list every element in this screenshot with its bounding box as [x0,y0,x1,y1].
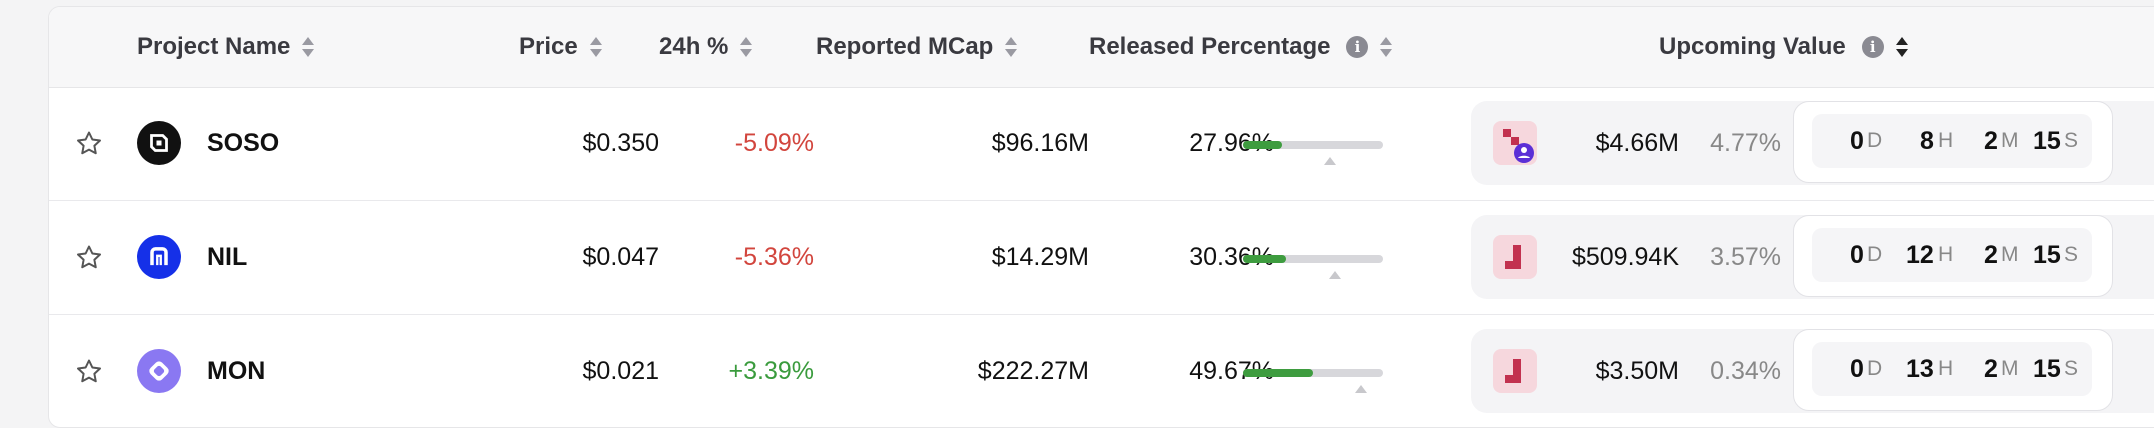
upcoming-value: $3.50M [1595,356,1679,385]
countdown-timer: 0 D 13 H 2 M 15 S [1793,329,2113,411]
unlock-marker-icon [1355,385,1367,393]
column-project-name[interactable]: Project Name [137,7,315,87]
column-label: Upcoming Value [1659,33,1846,60]
reported-mcap: $14.29M [991,243,1089,271]
table-row[interactable]: MON $0.021 +3.39% $222.27M 49.67% $3.50M… [49,315,2154,427]
sort-icon[interactable] [1005,35,1018,59]
days-unit: D [1867,243,1883,266]
upcoming-value: $509.94K [1571,242,1679,271]
info-icon[interactable]: i [1861,36,1884,58]
seconds-unit: S [2064,129,2079,152]
column-label: Price [519,33,578,60]
upcoming-percentage: 4.77% [1710,128,1781,157]
countdown-hours: 13 [1906,354,1934,383]
countdown-seconds: 15 [2033,126,2061,155]
change-24h: +3.39% [728,357,815,385]
mon-logo-icon [137,349,181,393]
column-label: Reported MCap [816,33,994,60]
column-label: Released Percentage [1089,33,1331,60]
progress-fill [1243,255,1286,263]
countdown-minutes: 2 [1984,126,1998,155]
soso-logo-icon [137,121,181,165]
star-icon[interactable] [63,201,115,314]
minutes-unit: M [2001,129,2019,152]
days-unit: D [1867,129,1883,152]
sort-active-icon[interactable] [1895,35,1908,59]
countdown-days: 0 [1850,126,1864,155]
unlock-category-icon [1493,349,1537,393]
hours-unit: H [1938,357,1954,380]
unlock-table: Project Name Price 24h % Reported MCap R… [48,6,2154,428]
countdown-seconds: 15 [2033,240,2061,269]
seconds-unit: S [2064,357,2079,380]
countdown-hours: 8 [1920,126,1934,155]
change-24h: -5.36% [734,243,814,271]
released-progress-bar [1243,141,1383,149]
price: $0.047 [582,243,659,271]
column-price[interactable]: Price [519,7,602,87]
unlock-marker-icon [1329,271,1341,279]
unlock-marker-icon [1324,157,1336,165]
sort-icon[interactable] [1380,35,1393,59]
upcoming-value: $4.66M [1595,128,1679,157]
price: $0.021 [582,357,659,385]
hours-unit: H [1938,243,1954,266]
star-icon[interactable] [63,87,115,200]
hours-unit: H [1938,129,1954,152]
upcoming-percentage: 0.34% [1710,356,1781,385]
countdown-days: 0 [1850,354,1864,383]
days-unit: D [1867,357,1883,380]
star-icon[interactable] [63,315,115,427]
column-released-percentage[interactable]: Released Percentage i [1089,7,1393,87]
unlock-category-icon [1493,235,1537,279]
project-name[interactable]: NIL [207,243,248,271]
table-row[interactable]: NIL $0.047 -5.36% $14.29M 30.36% $509.94… [49,201,2154,315]
unlock-category-icon [1493,121,1537,165]
released-progress-bar [1243,255,1383,263]
sort-icon[interactable] [740,35,753,59]
table-row[interactable]: SOSO $0.350 -5.09% $96.16M 27.96% $4.66M… [49,87,2154,201]
nil-logo-icon [137,235,181,279]
info-icon[interactable]: i [1346,36,1369,58]
countdown-minutes: 2 [1984,240,1998,269]
upcoming-unlock[interactable]: $509.94K 3.57% 0 D 12 H 2 M 15 S [1471,215,2154,299]
table-header: Project Name Price 24h % Reported MCap R… [49,7,2154,88]
progress-fill [1243,369,1313,377]
column-reported-mcap[interactable]: Reported MCap [816,7,1018,87]
column-upcoming-value[interactable]: Upcoming Value i [1659,7,1908,87]
countdown-timer: 0 D 8 H 2 M 15 S [1793,101,2113,183]
progress-fill [1243,141,1283,149]
upcoming-unlock[interactable]: $4.66M 4.77% 0 D 8 H 2 M 15 S [1471,101,2154,185]
sort-icon[interactable] [302,35,315,59]
countdown-hours: 12 [1906,240,1934,269]
seconds-unit: S [2064,243,2079,266]
minutes-unit: M [2001,357,2019,380]
countdown-seconds: 15 [2033,354,2061,383]
reported-mcap: $96.16M [991,129,1089,157]
upcoming-percentage: 3.57% [1710,242,1781,271]
column-label: Project Name [137,33,291,60]
reported-mcap: $222.27M [977,357,1089,385]
column-label: 24h % [659,33,729,60]
project-name[interactable]: SOSO [207,129,280,157]
countdown-timer: 0 D 12 H 2 M 15 S [1793,215,2113,297]
minutes-unit: M [2001,243,2019,266]
released-progress-bar [1243,369,1383,377]
countdown-minutes: 2 [1984,354,1998,383]
project-name[interactable]: MON [207,357,266,385]
price: $0.350 [582,129,659,157]
upcoming-unlock[interactable]: $3.50M 0.34% 0 D 13 H 2 M 15 S [1471,329,2154,413]
sort-icon[interactable] [589,35,602,59]
countdown-days: 0 [1850,240,1864,269]
column-24h-change[interactable]: 24h % [659,7,753,87]
change-24h: -5.09% [734,129,814,157]
